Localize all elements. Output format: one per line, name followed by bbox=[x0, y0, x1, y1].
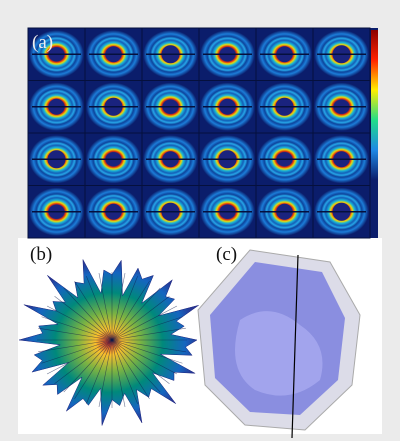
panel-label: (a) bbox=[32, 32, 53, 53]
panel-label: (c) bbox=[216, 244, 237, 265]
colorbar bbox=[371, 30, 378, 180]
page: (a) (b) (c) (() => { const data = JSON.p… bbox=[0, 0, 400, 441]
diffraction-grid bbox=[28, 28, 370, 238]
panel-label: (b) bbox=[30, 244, 52, 265]
figure: (a) (b) (c) bbox=[0, 0, 400, 441]
